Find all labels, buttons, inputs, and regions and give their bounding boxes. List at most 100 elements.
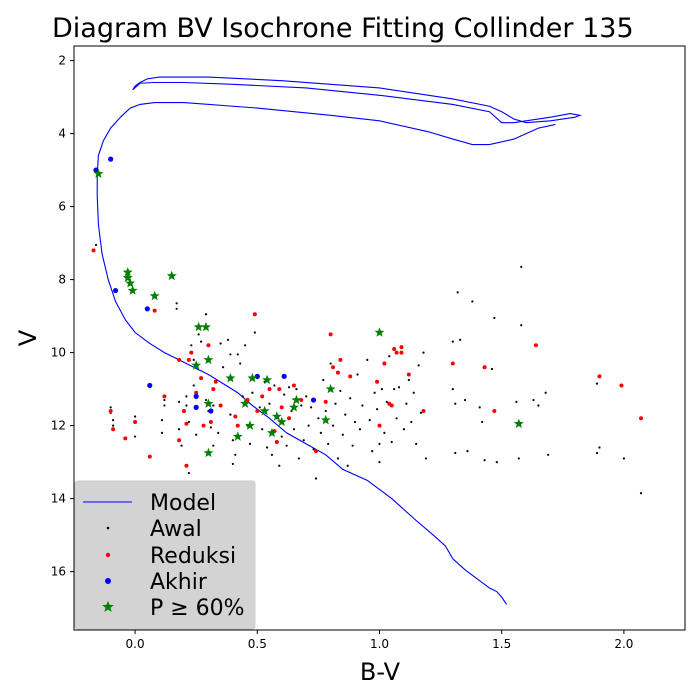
series-reduksi-point (111, 427, 116, 432)
series-reduksi-point (399, 350, 404, 355)
series-p60-point (201, 321, 211, 332)
series-reduksi-point (235, 423, 240, 428)
series-awal-point (292, 428, 296, 431)
series-awal-point (109, 406, 112, 409)
series-p60-point (122, 267, 133, 277)
chart-title: Diagram BV Isochrone Fitting Collinder 1… (52, 13, 634, 44)
series-awal-point (410, 420, 413, 424)
series-awal-point (341, 433, 344, 436)
legend-akhir-marker (105, 578, 111, 584)
series-reduksi-point (277, 387, 282, 392)
series-reduksi-point (421, 409, 426, 413)
series-reduksi-point (162, 394, 167, 399)
series-awal-point (192, 384, 195, 387)
series-awal-point (517, 457, 520, 460)
series-p60-point (232, 431, 243, 441)
series-awal-point (358, 428, 362, 431)
series-awal-point (212, 444, 215, 447)
series-awal-point (397, 386, 401, 389)
series-reduksi-point (597, 374, 602, 379)
series-reduksi-point (255, 409, 260, 413)
series-p60-point (127, 285, 138, 295)
series-awal-point (478, 406, 481, 409)
series-awal-point (305, 395, 308, 398)
series-awal-point (190, 344, 193, 347)
series-awal-point (300, 404, 303, 407)
series-awal-point (177, 400, 181, 403)
series-reduksi-point (375, 379, 380, 384)
series-awal-point (520, 265, 523, 268)
series-reduksi-point (208, 419, 213, 424)
x-tick-label: 1.5 (492, 637, 511, 651)
series-reduksi-point (639, 416, 644, 421)
x-tick-label: 0.0 (126, 637, 145, 651)
series-awal-point (112, 424, 115, 427)
y-axis: 2 4 6 8 10 12 14 16 (51, 54, 74, 579)
series-reduksi-point (211, 387, 216, 392)
series-awal-point (471, 300, 474, 303)
series-awal-point (639, 492, 643, 495)
series-awal-point (314, 477, 318, 480)
series-reduksi-point (335, 370, 340, 375)
series-awal-point (373, 391, 376, 394)
series-reduksi-point (245, 398, 250, 403)
series-reduksi-point (291, 383, 296, 388)
series-awal-point (324, 409, 327, 413)
series-awal-point (368, 419, 371, 422)
x-tick-label: 2.0 (614, 637, 633, 651)
series-awal-point (490, 367, 494, 371)
series-reduksi-point (177, 357, 182, 362)
legend-awal-marker (106, 526, 110, 530)
series-awal-point (229, 353, 232, 356)
y-tick-label: 8 (58, 273, 66, 287)
series-awal-point (187, 420, 190, 424)
series-awal-point (307, 424, 310, 427)
series-awal-point (483, 459, 486, 462)
series-awal-point (251, 391, 254, 394)
series-awal-point (175, 302, 178, 305)
series-reduksi-point (260, 394, 265, 399)
series-awal-point (339, 389, 342, 393)
series-awal-point (393, 388, 396, 391)
series-awal-point (243, 344, 247, 347)
series-reduksi-point (108, 409, 113, 413)
series-awal-point (334, 402, 337, 405)
series-awal-point (388, 355, 391, 358)
series-awal-point (309, 406, 313, 409)
series-awal-point (280, 435, 283, 438)
series-awal-point (537, 404, 540, 407)
series-awal-point (353, 420, 357, 424)
series-p60-point (240, 398, 251, 408)
series-awal-point (520, 324, 523, 327)
series-reduksi-point (201, 423, 206, 428)
series-awal-point (322, 378, 325, 382)
y-tick-label: 10 (51, 346, 66, 360)
series-p60-point (203, 447, 214, 458)
series-p60-point (245, 420, 255, 430)
series-awal-point (456, 291, 459, 294)
series-akhir-point (93, 167, 99, 173)
series-model-line (96, 102, 556, 605)
series-awal-point (375, 408, 379, 411)
series-awal-point (622, 457, 626, 460)
series-reduksi-point (348, 374, 353, 379)
series-reduksi-point (206, 343, 211, 348)
series-awal-point (407, 378, 410, 382)
series-awal-point (466, 450, 469, 453)
series-awal-point (134, 435, 137, 438)
series-awal-point (405, 402, 408, 405)
legend-awal-label: Awal (150, 517, 202, 542)
series-reduksi-point (194, 390, 199, 395)
series-akhir-point (193, 393, 199, 399)
series-awal-point (204, 313, 208, 316)
series-awal-point (265, 446, 269, 449)
y-tick-label: 2 (58, 54, 66, 68)
series-reduksi-point (152, 308, 157, 313)
series-reduksi-point (406, 372, 411, 377)
series-awal-point (544, 391, 547, 394)
series-p60-point (276, 416, 287, 427)
series-awal-point (412, 391, 415, 394)
series-awal-point (595, 382, 599, 385)
series-awal-point (268, 402, 271, 405)
